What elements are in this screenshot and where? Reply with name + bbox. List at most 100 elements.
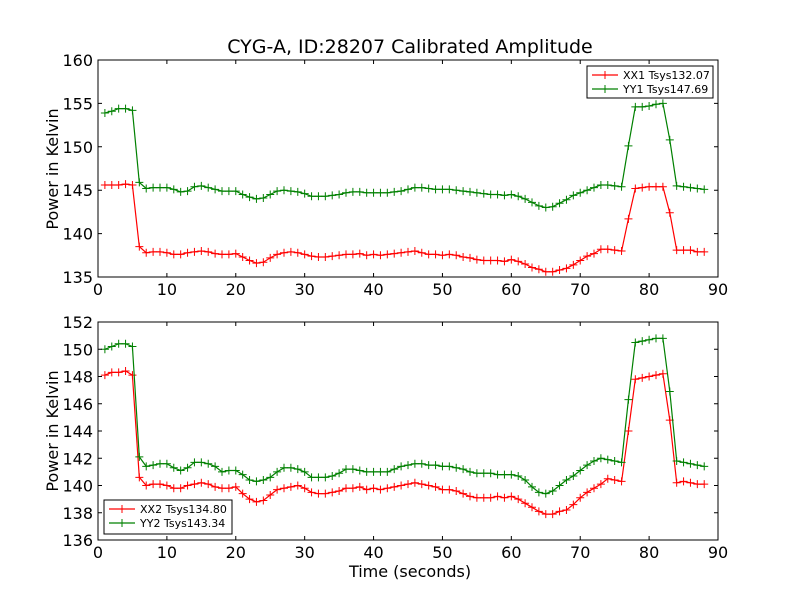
data-point xyxy=(652,182,660,191)
x-tick-label: 0 xyxy=(93,543,103,562)
data-point xyxy=(445,250,454,259)
data-point xyxy=(218,187,226,196)
data-point xyxy=(541,203,550,212)
legend-label: XX2 Tsys134.80 xyxy=(140,503,227,516)
data-point xyxy=(156,459,164,468)
data-point xyxy=(541,489,550,498)
data-point xyxy=(493,492,502,501)
data-point xyxy=(452,251,461,260)
data-point xyxy=(679,246,688,255)
data-point xyxy=(431,461,440,470)
x-tick-label: 40 xyxy=(363,280,383,299)
data-point xyxy=(617,182,626,191)
data-point xyxy=(197,458,206,467)
data-point xyxy=(521,259,530,268)
data-point xyxy=(693,184,702,193)
data-point xyxy=(596,245,605,254)
data-point xyxy=(390,465,399,474)
data-point xyxy=(486,256,495,265)
data-point xyxy=(645,335,654,344)
data-point xyxy=(610,456,619,465)
data-point xyxy=(479,256,488,265)
data-point xyxy=(528,263,536,272)
data-point xyxy=(128,106,137,115)
data-point xyxy=(114,104,123,113)
data-point xyxy=(348,465,357,474)
data-point xyxy=(162,248,171,257)
data-point xyxy=(603,474,612,483)
data-point xyxy=(280,186,288,195)
data-point xyxy=(259,258,268,267)
data-point xyxy=(424,250,433,259)
data-point xyxy=(169,463,178,472)
data-point xyxy=(197,246,206,255)
data-point xyxy=(424,481,433,490)
data-point xyxy=(335,190,344,199)
data-point xyxy=(190,480,199,489)
data-point xyxy=(479,189,488,198)
data-point xyxy=(307,488,316,497)
data-point xyxy=(100,108,109,117)
data-point xyxy=(541,267,550,276)
x-tick-label: 10 xyxy=(157,280,177,299)
legend-label: YY1 Tsys147.69 xyxy=(622,83,708,96)
data-point xyxy=(410,246,419,255)
data-point xyxy=(562,264,571,273)
data-point xyxy=(521,476,530,485)
data-point xyxy=(624,214,633,223)
data-point xyxy=(452,463,461,472)
data-point xyxy=(617,477,626,486)
data-point xyxy=(128,342,137,351)
x-tick-label: 0 xyxy=(93,280,103,299)
data-point xyxy=(569,471,578,480)
data-point xyxy=(610,181,619,190)
data-point xyxy=(438,251,447,260)
data-point xyxy=(466,187,474,196)
data-point xyxy=(273,467,282,476)
data-point xyxy=(252,477,261,486)
data-point xyxy=(417,459,426,468)
data-point xyxy=(459,253,468,262)
data-point xyxy=(107,342,116,351)
data-point xyxy=(700,185,709,194)
data-point xyxy=(417,248,426,257)
data-point xyxy=(280,463,288,472)
data-point xyxy=(183,248,192,257)
data-point xyxy=(534,507,543,516)
data-point xyxy=(548,510,557,519)
data-point xyxy=(100,345,109,354)
data-point xyxy=(500,257,509,266)
legend-box xyxy=(586,65,714,99)
data-point xyxy=(266,190,275,199)
data-point xyxy=(176,187,185,196)
data-point xyxy=(211,185,220,194)
data-point xyxy=(658,369,667,378)
data-point xyxy=(121,367,130,376)
data-point xyxy=(431,482,440,491)
data-point xyxy=(204,480,213,489)
data-point xyxy=(638,102,647,111)
x-tick-label: 80 xyxy=(639,543,659,562)
data-point xyxy=(569,191,578,200)
data-point xyxy=(273,250,282,259)
legend-box xyxy=(103,499,233,535)
data-point xyxy=(521,499,530,508)
data-point xyxy=(218,467,226,476)
data-point xyxy=(445,185,454,194)
data-point xyxy=(638,183,647,192)
data-point xyxy=(590,456,598,465)
data-point xyxy=(252,259,261,268)
data-point xyxy=(355,466,364,475)
data-point xyxy=(583,488,592,497)
data-point xyxy=(528,198,536,207)
data-point xyxy=(162,481,171,490)
data-point xyxy=(652,100,660,109)
data-point xyxy=(472,493,481,502)
data-point xyxy=(286,247,295,256)
data-point xyxy=(342,188,350,197)
y-tick-label: 150 xyxy=(62,340,93,359)
x-axis-label: Time (seconds) xyxy=(348,562,471,581)
data-point xyxy=(190,182,199,191)
data-point xyxy=(596,180,605,189)
data-point xyxy=(645,372,654,381)
